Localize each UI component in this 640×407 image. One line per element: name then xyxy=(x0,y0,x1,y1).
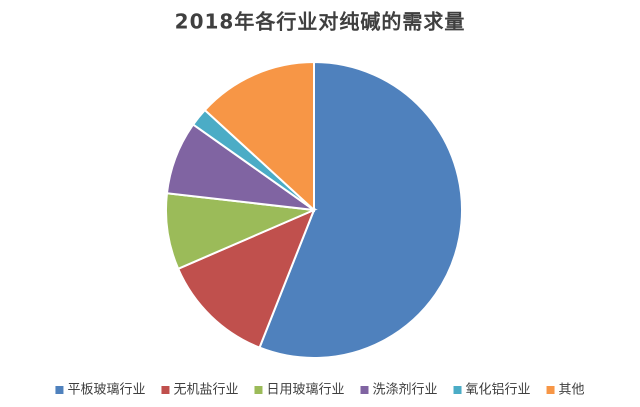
chart-title: 2018年各行业对纯碱的需求量 xyxy=(175,10,466,34)
legend-label: 洗涤剂行业 xyxy=(373,383,438,398)
legend-label: 无机盐行业 xyxy=(173,383,238,398)
legend-label: 日用玻璃行业 xyxy=(266,383,344,398)
legend-swatch xyxy=(161,386,170,394)
legend-swatch xyxy=(55,386,64,394)
pie xyxy=(165,60,463,359)
legend-label: 氧化铝行业 xyxy=(466,383,531,398)
legend-swatch xyxy=(254,386,263,394)
legend-swatch xyxy=(360,386,369,394)
legend-swatch xyxy=(453,386,462,394)
legend-label: 平板玻璃行业 xyxy=(67,383,145,398)
legend-label: 其他 xyxy=(559,383,585,398)
pie-slice xyxy=(176,208,316,349)
legend-swatch xyxy=(546,386,555,394)
legend: 平板玻璃行业 无机盐行业 日用玻璃行业 洗涤剂行业 氧化铝行业 其他 xyxy=(55,383,585,398)
pie-slice xyxy=(203,60,315,213)
pie-slice xyxy=(258,60,463,359)
